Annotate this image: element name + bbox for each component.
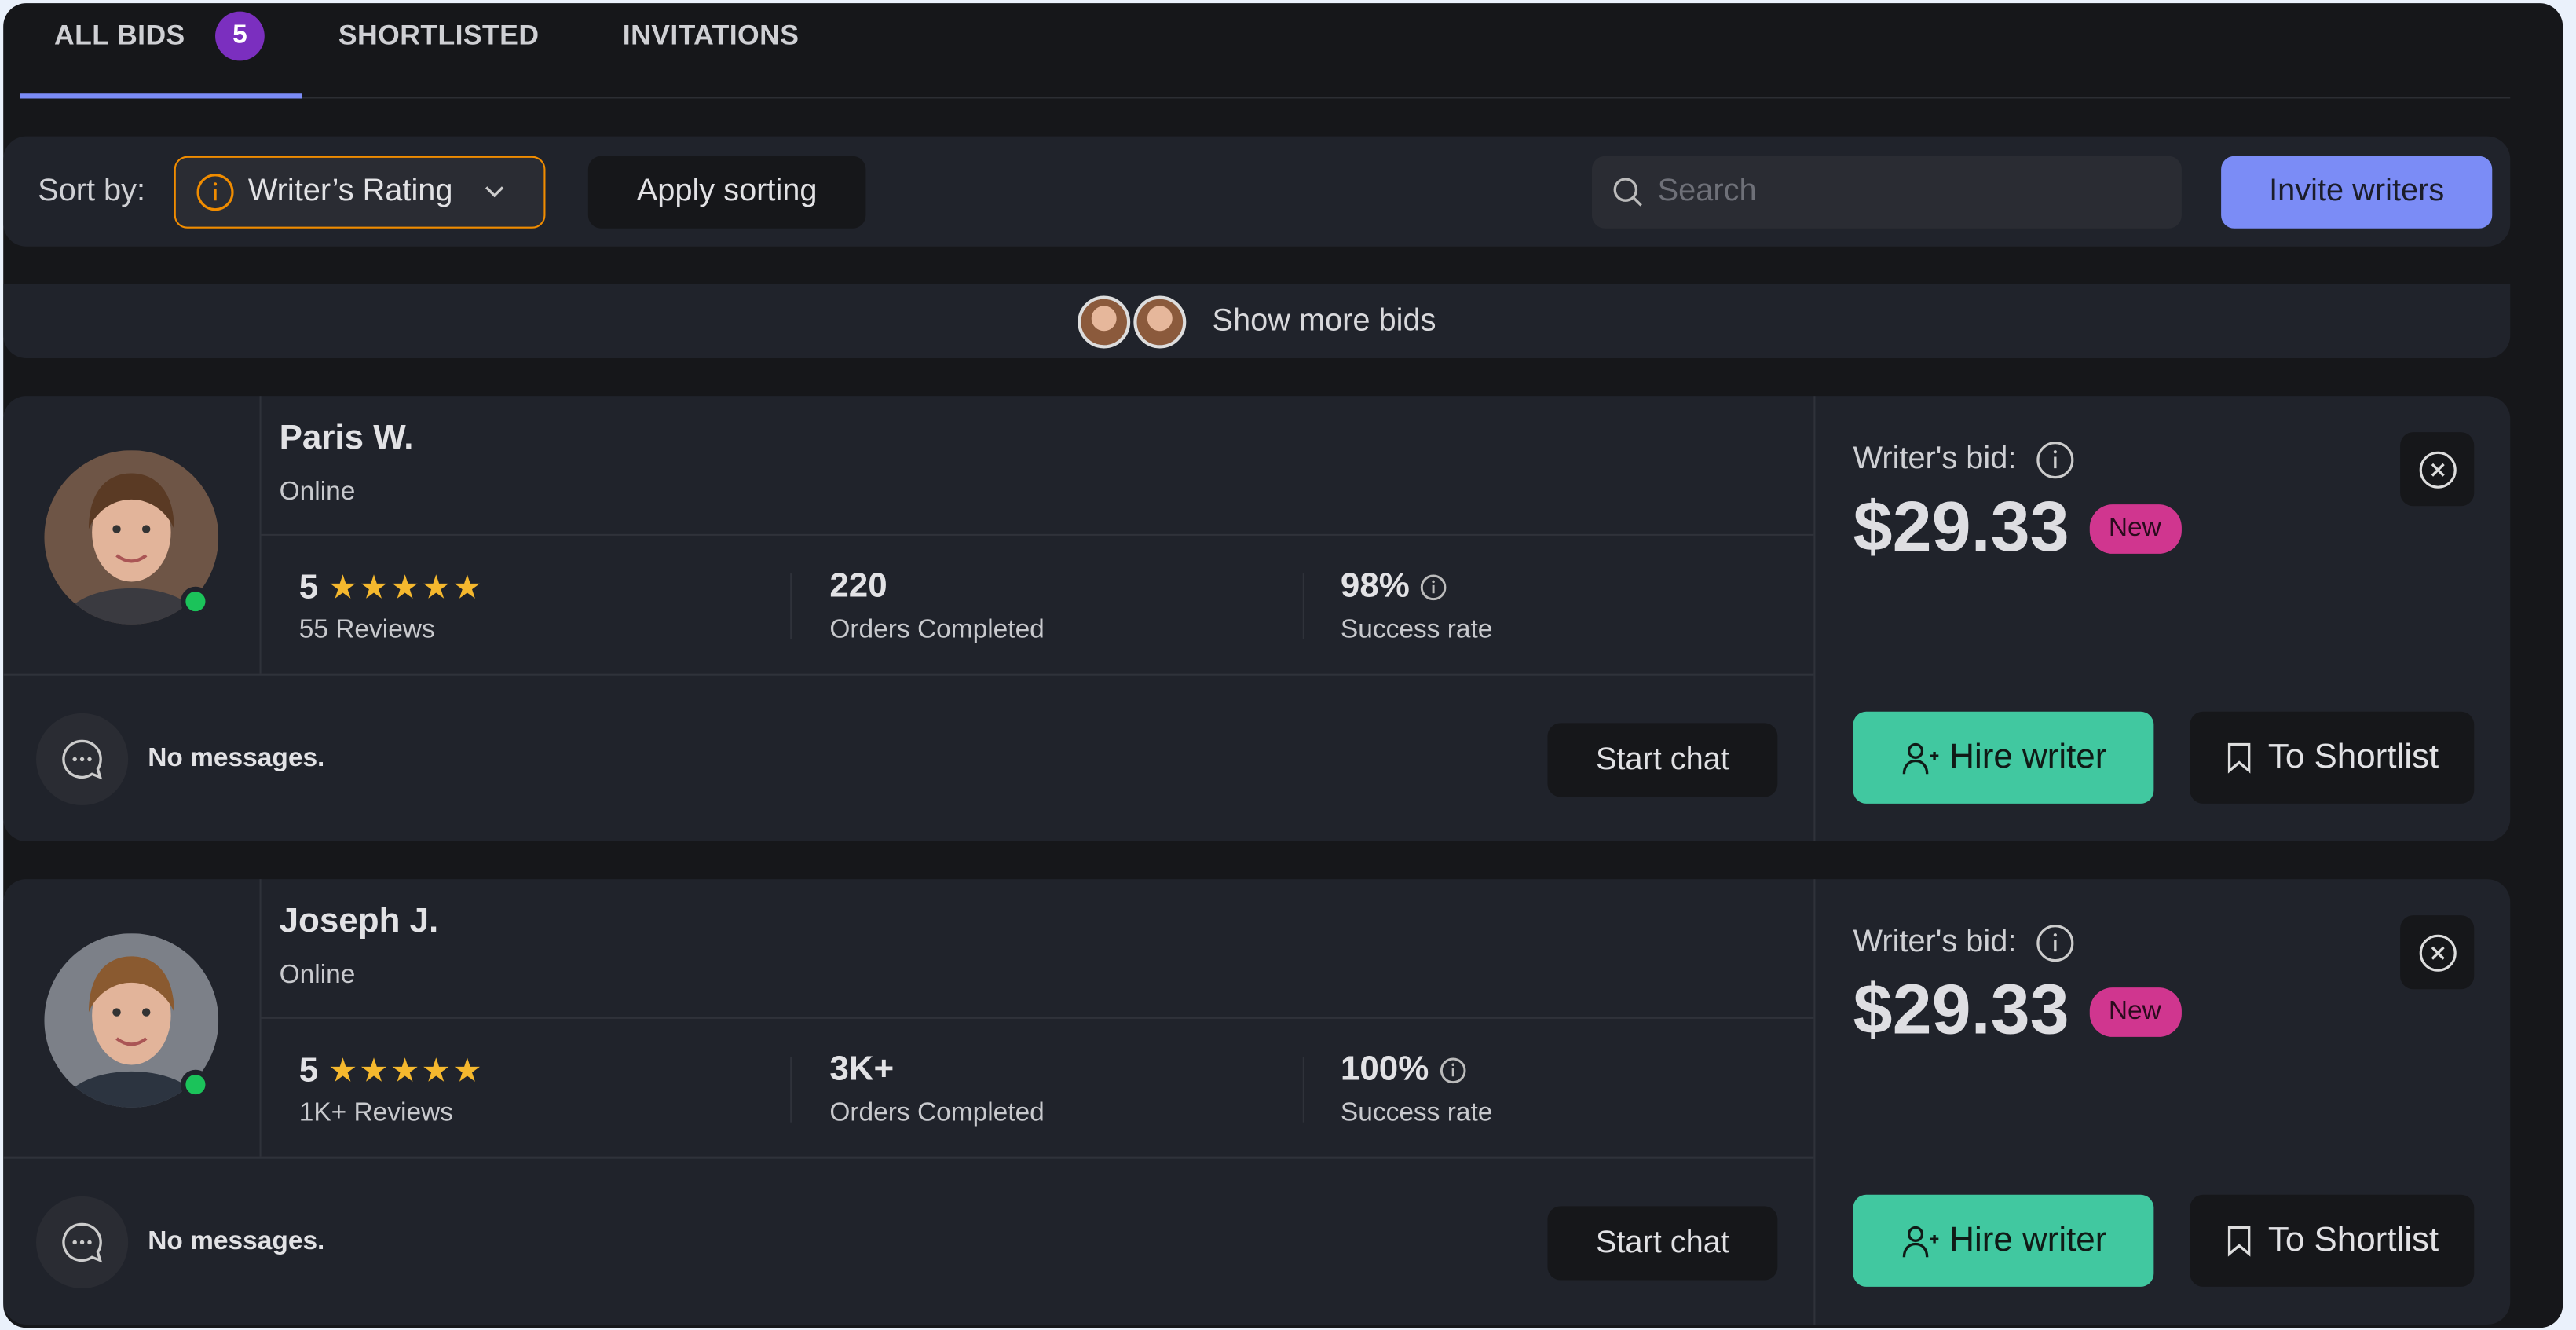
success-value: 100% [1341,1050,1466,1090]
row-divider [259,1017,1814,1019]
info-icon [196,174,234,211]
start-chat-button[interactable]: Start chat [1547,723,1778,797]
writer-name[interactable]: Joseph J. [279,902,439,940]
bid-card: Joseph J. Online 5 ★★★★★ 1K+ Reviews 3K+ … [3,879,2511,1325]
info-icon[interactable] [1419,573,1447,601]
row-divider [3,1156,1814,1159]
info-icon[interactable] [2036,924,2075,963]
price-value: $29.33 [1853,488,2069,567]
success-value: 98% [1341,567,1447,606]
info-icon[interactable] [1439,1056,1467,1084]
new-badge: New [2088,504,2181,553]
tabs-divider [20,97,2511,99]
writer-status: Online [279,961,356,990]
close-circle-icon [2418,450,2456,488]
writers-bid-label: Writer's bid: [1853,441,2076,480]
hire-writer-button[interactable]: Hire writer [1853,1194,2154,1287]
new-badge: New [2088,987,2181,1036]
orders-value: 220 [829,566,887,605]
success-label: Success rate [1340,1099,1493,1127]
apply-sorting-button[interactable]: Apply sorting [587,156,866,229]
bid-price: $29.33 New [1853,488,2181,568]
orders-value: 3K+ [829,1050,895,1088]
reviews-count[interactable]: 1K+ Reviews [298,1099,453,1127]
shortlist-label: To Shortlist [2267,1221,2439,1259]
hire-label: Hire writer [1949,1221,2107,1259]
stat-divider [1302,573,1304,639]
sort-label: Sort by: [38,174,146,209]
rating-value: 5 ★★★★★ [299,1050,484,1091]
success-number: 98% [1340,566,1410,605]
star-icons: ★★★★★ [327,570,484,606]
close-circle-icon [2418,933,2456,971]
bid-price: $29.33 New [1853,971,2181,1051]
start-chat-button[interactable]: Start chat [1547,1206,1778,1281]
stat-divider [790,1057,792,1123]
add-user-icon [1902,742,1938,775]
add-user-icon [1902,1226,1938,1258]
tab-shortlisted[interactable]: SHORTLISTED [338,20,540,51]
active-tab-indicator [20,93,302,99]
tab-invitations[interactable]: INVITATIONS [622,20,800,51]
hire-writer-button[interactable]: Hire writer [1853,711,2154,804]
search-field[interactable] [1591,156,2182,229]
orders-label: Orders Completed [829,616,1045,644]
avatar [1077,295,1130,348]
dismiss-bid-button[interactable] [2400,915,2475,990]
writer-status: Online [279,478,356,507]
search-input[interactable] [1657,174,2151,211]
bid-card: Paris W. Online 5 ★★★★★ 55 Reviews 220 Or… [3,396,2511,842]
search-icon [1613,178,1642,207]
tab-all-bids[interactable]: ALL BIDS [54,20,185,53]
dismiss-bid-button[interactable] [2400,432,2475,507]
writer-avatars [1077,295,1187,348]
show-more-label: Show more bids [1212,302,1436,338]
sort-value: Writer’s Rating [247,174,453,209]
show-more-bids-button[interactable]: Show more bids [3,284,2511,359]
row-divider [3,673,1814,676]
bookmark-icon [2227,742,2250,774]
to-shortlist-button[interactable]: To Shortlist [2190,711,2475,804]
bookmark-icon [2227,1226,2250,1257]
orders-label: Orders Completed [829,1099,1045,1127]
tab-label: ALL BIDS [54,20,185,51]
rating-number: 5 [298,567,319,606]
rating-value: 5 ★★★★★ [299,567,484,608]
price-value: $29.33 [1853,971,2069,1050]
chat-bubble-icon [36,713,129,805]
column-divider [1813,879,1816,1325]
reviews-count[interactable]: 55 Reviews [298,616,435,644]
avatar [1133,295,1187,348]
stat-divider [790,573,792,639]
stat-divider [1302,1057,1304,1123]
sort-select[interactable]: Writer’s Rating [174,156,546,229]
writer-name[interactable]: Paris W. [279,419,414,457]
invite-writers-button[interactable]: Invite writers [2221,156,2493,229]
writers-bid-label: Writer's bid: [1853,924,2076,963]
bids-count-badge: 5 [215,11,265,61]
rating-number: 5 [298,1050,319,1089]
messages-status: No messages. [148,1227,325,1256]
chevron-down-icon [485,186,503,198]
bid-label-text: Writer's bid: [1853,925,2017,960]
star-icons: ★★★★★ [327,1053,484,1090]
online-indicator [181,1069,210,1100]
success-number: 100% [1340,1050,1429,1088]
toolbar: Sort by: Writer’s Rating Apply sorting I… [3,136,2511,247]
bid-label-text: Writer's bid: [1853,442,2017,477]
column-divider [1813,396,1816,842]
chat-bubble-icon [36,1196,129,1288]
info-icon[interactable] [2036,441,2075,480]
hire-label: Hire writer [1949,738,2107,776]
success-label: Success rate [1340,616,1493,644]
to-shortlist-button[interactable]: To Shortlist [2190,1194,2475,1287]
shortlist-label: To Shortlist [2267,738,2439,776]
bids-panel: ALL BIDS 5 SHORTLISTED INVITATIONS Sort … [3,3,2563,1328]
messages-status: No messages. [148,744,325,773]
online-indicator [181,586,210,617]
row-divider [259,533,1814,536]
